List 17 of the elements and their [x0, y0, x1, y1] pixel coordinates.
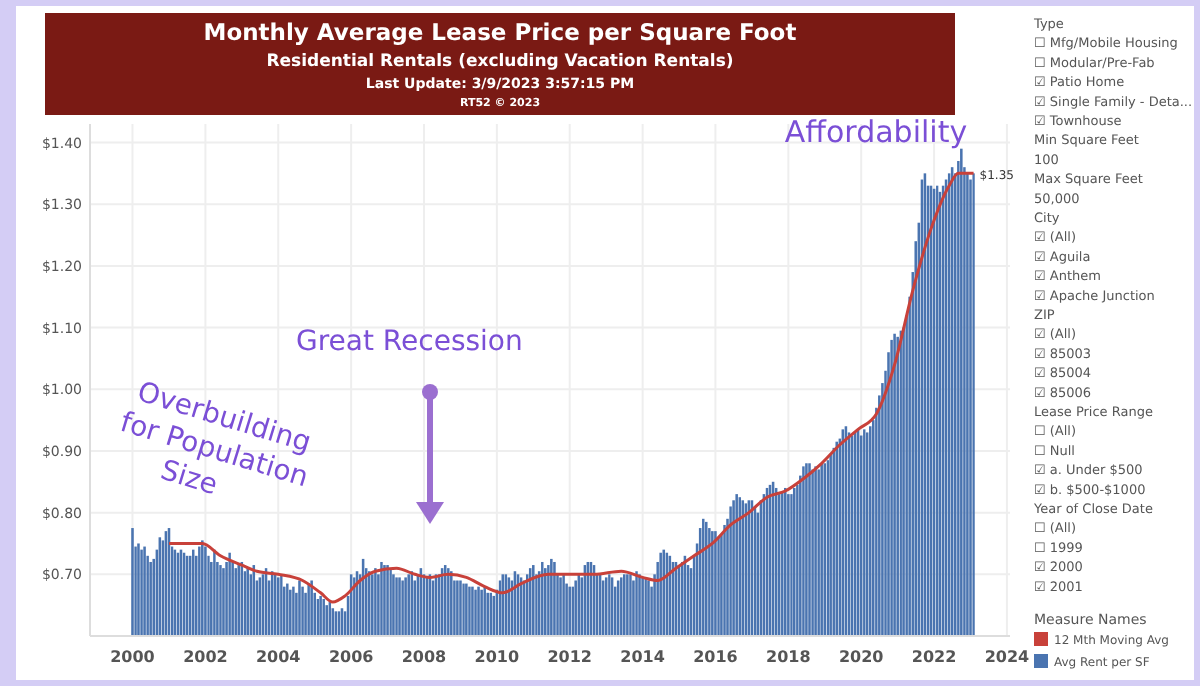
x-tick-label: 2018 [766, 648, 812, 666]
annotation: Great Recession [296, 326, 523, 358]
x-tick-label: 2010 [474, 648, 521, 666]
x-tick-label: 2008 [401, 648, 448, 666]
x-tick-label: 2006 [328, 648, 375, 666]
x-tick-label: 2004 [255, 648, 302, 666]
x-tick-label: 2024 [984, 648, 1031, 666]
x-tick-label: 2020 [838, 648, 885, 666]
annotation: Affordability [784, 114, 968, 150]
x-tick-label: 2012 [547, 648, 592, 666]
chart-subtitle: Residential Rentals (excluding Vacation Rentals) [266, 52, 734, 72]
x-tick-label: 2002 [183, 648, 228, 666]
chart-title: Monthly Average Lease Price per Square Foot [203, 18, 798, 46]
x-tick-label: 2016 [693, 648, 739, 666]
x-tick-label: 2000 [110, 648, 156, 666]
x-tick-label: 2014 [620, 648, 666, 666]
x-tick-label: 2022 [911, 648, 957, 666]
